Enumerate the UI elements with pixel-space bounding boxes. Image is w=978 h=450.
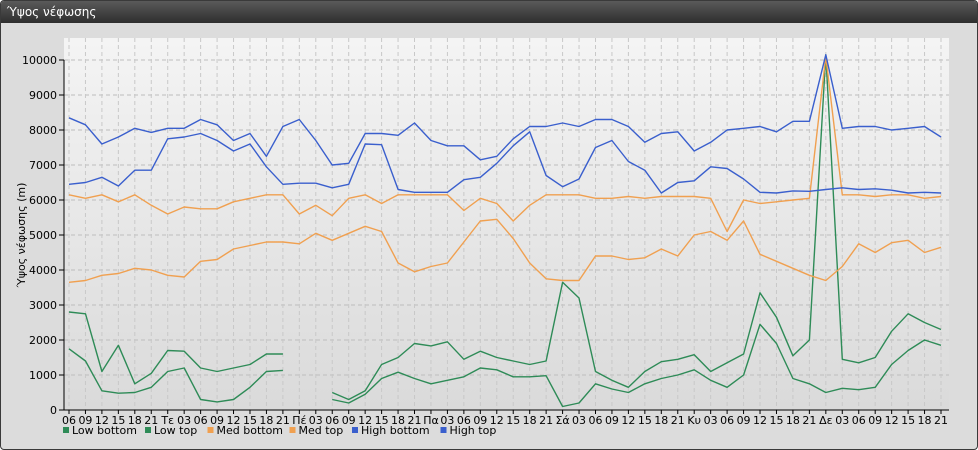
x-tick-label: Πέ <box>292 414 306 427</box>
series-line-low-top <box>68 54 942 401</box>
legend-swatch <box>145 427 151 433</box>
legend-label: Low bottom <box>72 424 137 437</box>
x-tick-label: 18 <box>654 414 668 427</box>
x-tick-label: 21 <box>671 414 685 427</box>
series-line-med-top <box>68 55 942 233</box>
x-tick-label: 18 <box>786 414 800 427</box>
x-tick-label: 12 <box>621 414 635 427</box>
title-bar: Ύψος νέφωσης <box>1 1 977 23</box>
x-tick-label: 06 <box>325 414 339 427</box>
y-tick-label: 9000 <box>29 89 57 102</box>
x-tick-label: 03 <box>835 414 849 427</box>
x-tick-label: Τε <box>160 414 174 427</box>
x-tick-label: Σά <box>555 414 569 427</box>
x-tick-label: 09 <box>473 414 487 427</box>
cloud-height-chart: 0 1000 2000 3000 4000 5000 6000 7000 8000 9000 100… <box>15 38 949 437</box>
y-tick-label: 10000 <box>22 54 57 67</box>
x-tick-label: 21 <box>539 414 553 427</box>
legend-label: High top <box>450 424 497 437</box>
legend-swatch <box>352 427 358 433</box>
x-tick-label: 09 <box>78 414 92 427</box>
legend-swatch <box>289 427 296 433</box>
x-tick-label: 12 <box>227 414 241 427</box>
series-line-med-bottom <box>68 218 942 283</box>
y-tick-label: 5000 <box>29 229 57 242</box>
x-tick-label: 12 <box>885 414 899 427</box>
legend-swatch <box>63 427 69 433</box>
x-tick-label: 06 <box>720 414 734 427</box>
y-tick-label: 2000 <box>29 334 57 347</box>
x-tick-label: 15 <box>769 414 783 427</box>
series-line-high-bottom <box>68 131 942 194</box>
x-tick-label: 15 <box>111 414 125 427</box>
x-tick-label: 09 <box>342 414 356 427</box>
x-tick-label: 12 <box>358 414 372 427</box>
x-tick-label: 09 <box>737 414 751 427</box>
y-tick-label: 1000 <box>29 369 57 382</box>
x-tick-label: 18 <box>391 414 405 427</box>
x-tick-label: 18 <box>128 414 142 427</box>
x-tick-label: 06 <box>62 414 76 427</box>
x-tick-label: 18 <box>523 414 537 427</box>
x-tick-label: 09 <box>605 414 619 427</box>
x-tick-label: 03 <box>704 414 718 427</box>
y-axis-label: Ύψος νέφωσης (m) <box>15 183 28 289</box>
legend-label: Low top <box>154 424 197 437</box>
x-axis-ticks: 06 09 12 15 18 21 Τε 03 06 09 12 15 18 21 Πέ 03 06 09 12 15… <box>62 410 948 427</box>
x-tick-label: 21 <box>934 414 948 427</box>
x-tick-label: 18 <box>259 414 273 427</box>
y-tick-label: 8000 <box>29 124 57 137</box>
x-tick-label: 15 <box>506 414 520 427</box>
x-tick-label: 03 <box>440 414 454 427</box>
y-tick-label: 3000 <box>29 299 57 312</box>
x-tick-label: 21 <box>408 414 422 427</box>
x-tick-label: Δε <box>819 414 833 427</box>
x-tick-label: 15 <box>638 414 652 427</box>
x-tick-label: 09 <box>868 414 882 427</box>
y-axis-ticks: 0 1000 2000 3000 4000 5000 6000 7000 8000 9000 100… <box>22 54 64 417</box>
x-tick-label: 06 <box>194 414 208 427</box>
x-tick-label: 12 <box>490 414 504 427</box>
series-line-high-top <box>68 54 942 166</box>
series-lines <box>68 54 942 408</box>
y-tick-label: 0 <box>50 404 57 417</box>
x-tick-label: 21 <box>276 414 290 427</box>
x-tick-label: 06 <box>588 414 602 427</box>
x-tick-label: Κυ <box>687 414 701 427</box>
x-tick-label: 15 <box>375 414 389 427</box>
x-tick-label: 15 <box>243 414 257 427</box>
legend-label: High bottom <box>361 424 430 437</box>
legend-swatch <box>207 427 214 433</box>
x-tick-label: 12 <box>95 414 109 427</box>
legend-label: Med top <box>299 424 344 437</box>
y-tick-label: 7000 <box>29 159 57 172</box>
x-tick-label: 03 <box>309 414 323 427</box>
y-tick-label: 6000 <box>29 194 57 207</box>
x-tick-label: 18 <box>918 414 932 427</box>
y-tick-label: 4000 <box>29 264 57 277</box>
x-tick-label: 06 <box>457 414 471 427</box>
x-tick-label: Πα <box>423 414 439 427</box>
x-tick-label: 21 <box>802 414 816 427</box>
x-tick-label: 12 <box>753 414 767 427</box>
x-tick-label: 09 <box>210 414 224 427</box>
x-tick-label: 03 <box>177 414 191 427</box>
legend: Low bottom Low top Med bottom Med top High b… <box>63 424 496 437</box>
grid-lines <box>64 38 949 410</box>
legend-swatch <box>440 427 447 433</box>
series-line-low-bottom <box>68 323 942 408</box>
x-tick-label: 21 <box>144 414 158 427</box>
x-tick-label: 06 <box>852 414 866 427</box>
x-tick-label: 03 <box>572 414 586 427</box>
legend-label: Med bottom <box>217 424 284 437</box>
window-title: Ύψος νέφωσης <box>7 5 97 19</box>
x-tick-label: 15 <box>901 414 915 427</box>
